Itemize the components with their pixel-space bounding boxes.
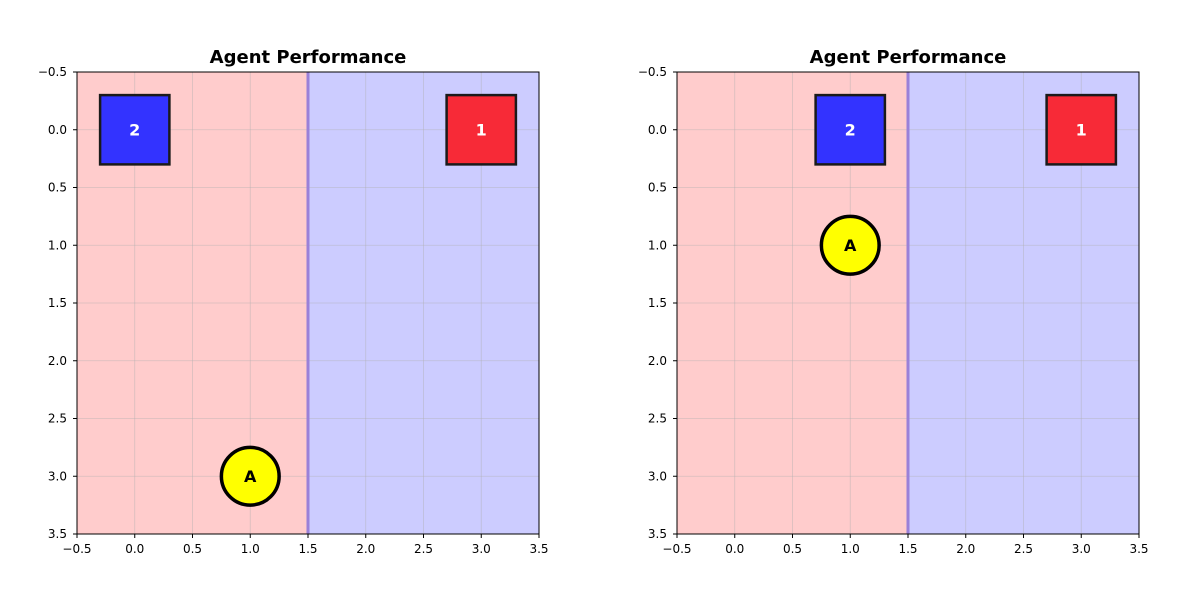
x-tick-label: 2.5	[1014, 542, 1033, 556]
y-tick-label: 2.0	[48, 354, 67, 368]
y-tick-label: −0.5	[38, 65, 67, 79]
y-tick-label: 2.0	[648, 354, 667, 368]
y-tick-label: 1.5	[48, 296, 67, 310]
y-tick-label: 0.0	[648, 123, 667, 137]
agent-label: A	[844, 236, 857, 255]
x-tick-label: −0.5	[662, 542, 691, 556]
y-tick-label: −0.5	[638, 65, 667, 79]
y-tick-label: 3.0	[48, 469, 67, 483]
x-tick-label: 2.5	[414, 542, 433, 556]
agent-marker	[819, 214, 881, 276]
agent-label: A	[244, 467, 257, 486]
y-tick-label: 0.0	[48, 123, 67, 137]
chart-panel-1: 2 1A−0.5 0.0 0.5 1.0 1.5 2.0 2.5 3.0 3.5−0.50.00.…	[38, 47, 549, 556]
x-tick-label: 1.0	[841, 542, 860, 556]
x-tick-label: 1.5	[898, 542, 917, 556]
chart-panel-2: 2 1A−0.5 0.0 0.5 1.0 1.5 2.0 2.5 3.0 3.5−0.50.00.…	[638, 47, 1149, 556]
y-tick-label: 3.0	[648, 469, 667, 483]
x-tick-label: 1.5	[298, 542, 317, 556]
box-label-2: 2	[845, 120, 856, 139]
x-tick-label: 0.5	[183, 542, 202, 556]
chart-title: Agent Performance	[210, 47, 407, 68]
box-2	[814, 93, 887, 166]
agent-marker	[219, 445, 281, 507]
x-tick-label: 3.5	[529, 542, 548, 556]
x-tick-label: 0.5	[783, 542, 802, 556]
box-label-2: 2	[129, 120, 140, 139]
y-tick-label: 2.5	[48, 412, 67, 426]
y-tick-label: 1.0	[48, 238, 67, 252]
y-tick-label: 0.5	[648, 181, 667, 195]
x-tick-label: 0.0	[125, 542, 144, 556]
box-label-1: 1	[1076, 120, 1087, 139]
x-tick-label: 1.0	[241, 542, 260, 556]
chart-title: Agent Performance	[810, 47, 1007, 68]
y-tick-label: 1.0	[648, 238, 667, 252]
x-tick-label: −0.5	[62, 542, 91, 556]
y-tick-label: 3.5	[48, 527, 67, 541]
box-1	[445, 93, 518, 166]
box-label-1: 1	[476, 120, 487, 139]
y-tick-label: 1.5	[648, 296, 667, 310]
x-tick-label: 3.5	[1129, 542, 1148, 556]
x-tick-label: 0.0	[725, 542, 744, 556]
x-tick-label: 2.0	[956, 542, 975, 556]
x-tick-label: 2.0	[356, 542, 375, 556]
x-tick-label: 3.0	[1072, 542, 1091, 556]
y-tick-label: 3.5	[648, 527, 667, 541]
box-2	[98, 93, 171, 166]
box-1	[1045, 93, 1118, 166]
x-tick-label: 3.0	[472, 542, 491, 556]
y-tick-label: 0.5	[48, 181, 67, 195]
y-tick-label: 2.5	[648, 412, 667, 426]
